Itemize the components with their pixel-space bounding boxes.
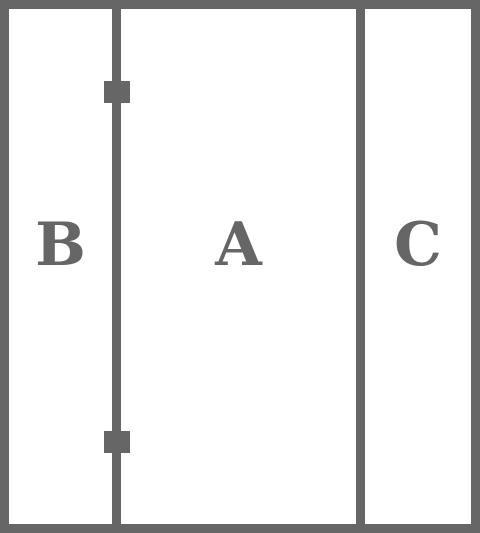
- hinge-top: [104, 81, 130, 103]
- panel-label-b: B: [35, 210, 86, 280]
- hinge-bottom: [104, 431, 130, 453]
- panel-label-c: C: [394, 210, 442, 280]
- divider-a-c: [356, 0, 365, 533]
- divider-b-a: [112, 0, 121, 533]
- panel-label-a: A: [215, 210, 262, 280]
